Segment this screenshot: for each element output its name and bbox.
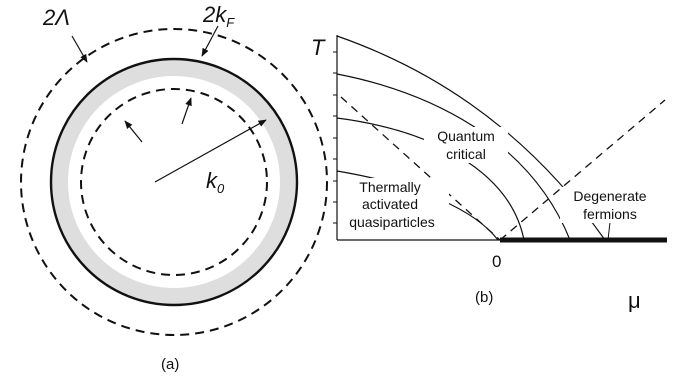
momentum-shell-band xyxy=(50,58,298,306)
panel-a: 2Λ 2kF k0 (a) xyxy=(20,2,328,373)
isoline-2 xyxy=(336,73,571,241)
origin-label: 0 xyxy=(492,252,501,271)
cutoff-circle-inner xyxy=(80,88,268,276)
radius-label: k0 xyxy=(206,168,225,196)
panel-b-caption: (b) xyxy=(475,289,493,306)
shell-arrow-inward xyxy=(124,120,143,143)
y-axis-ticks xyxy=(333,51,337,224)
crossover-line-low-mu xyxy=(340,96,501,241)
svg-text:quasiparticles: quasiparticles xyxy=(349,214,435,230)
fermi-arrow xyxy=(201,25,219,57)
cutoff-arrow xyxy=(71,35,88,63)
panel-b: T μ 0 Quantum critical Thermally activat… xyxy=(311,35,667,313)
svg-text:Degenerate: Degenerate xyxy=(573,188,646,204)
region-thermally-activated-label: Thermally activated quasiparticles xyxy=(341,178,449,233)
cutoff-label: 2Λ xyxy=(42,5,70,30)
leader-degenerate xyxy=(607,221,611,241)
shell-arrow-outward xyxy=(181,97,192,125)
fermi-momentum-label: 2kF xyxy=(202,2,235,30)
svg-text:activated: activated xyxy=(362,196,418,212)
y-axis-label: T xyxy=(311,35,326,60)
svg-text:fermions: fermions xyxy=(583,206,637,222)
radius-arrow xyxy=(154,119,267,183)
x-axis-label: μ xyxy=(628,288,641,313)
svg-text:critical: critical xyxy=(446,146,486,162)
fermi-circle xyxy=(49,57,299,307)
cutoff-circle-outer xyxy=(20,28,328,336)
panel-a-caption: (a) xyxy=(161,356,179,373)
svg-text:Quantum: Quantum xyxy=(437,128,495,144)
region-degenerate-fermions-label: Degenerate fermions xyxy=(560,187,660,223)
region-quantum-critical-label: Quantum critical xyxy=(424,127,508,163)
svg-text:Thermally: Thermally xyxy=(359,179,420,195)
